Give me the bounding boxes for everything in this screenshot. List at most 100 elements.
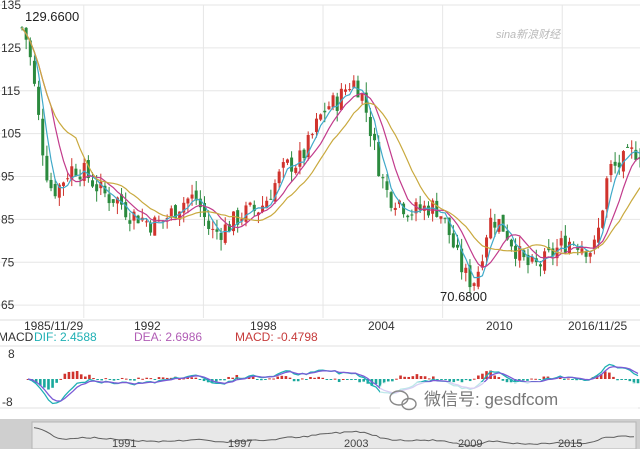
macd-histogram-bar — [301, 378, 304, 379]
candle-body — [269, 199, 272, 200]
macd-histogram-bar — [68, 372, 71, 379]
candle-body — [456, 245, 459, 248]
macd-histogram-bar — [59, 379, 62, 380]
macd-histogram-bar — [526, 379, 529, 381]
candle-body — [390, 192, 393, 208]
macd-histogram-bar — [276, 377, 279, 379]
macd-histogram-bar — [534, 379, 537, 380]
macd-histogram-bar — [571, 379, 574, 380]
macd-histogram-bar — [313, 378, 316, 379]
macd-histogram-bar — [141, 379, 144, 380]
candle-body — [514, 246, 517, 259]
macd-histogram-bar — [80, 374, 83, 379]
macd-histogram-bar — [399, 376, 402, 379]
candle-body — [394, 208, 397, 210]
macd-histogram-bar — [289, 378, 292, 379]
macd-histogram-bar — [346, 379, 349, 380]
moving-averages — [22, 28, 640, 278]
macd-histogram-bar — [342, 379, 345, 380]
candle-body — [510, 240, 513, 247]
candle-body — [128, 220, 131, 224]
macd-histogram-bar — [125, 379, 128, 380]
y-tick-label: 75 — [1, 255, 15, 269]
candle-body — [319, 114, 322, 119]
macd-histogram-bar — [129, 379, 132, 380]
candle-body — [33, 61, 36, 84]
macd-histogram-bar — [92, 378, 95, 379]
macd-histogram-bar — [264, 379, 267, 380]
macd-histogram-bar — [150, 378, 153, 379]
macd-histogram-bar — [223, 379, 226, 380]
macd-histogram-bar — [444, 379, 447, 380]
navigator-tick-label: 1997 — [228, 438, 252, 449]
candle-body — [605, 178, 608, 209]
candle-body — [609, 164, 612, 175]
candle-body — [626, 147, 629, 148]
macd-histogram-bar — [420, 376, 423, 379]
macd-title: MACD — [0, 330, 34, 344]
macd-histogram-bar — [358, 379, 361, 382]
candle-body — [589, 253, 592, 257]
macd-histogram-bar — [227, 377, 230, 379]
candle-body — [344, 89, 347, 91]
macd-histogram-bar — [88, 375, 91, 379]
macd-histogram-bar — [469, 379, 472, 381]
candle-body — [303, 150, 306, 158]
macd-histogram-bar — [162, 377, 165, 379]
macd-histogram-bar — [297, 379, 300, 381]
candle-body — [54, 184, 57, 196]
macd-histogram-bar — [100, 379, 103, 380]
macd-histogram-bar — [448, 379, 451, 381]
macd-histogram-bar — [260, 379, 263, 380]
sina-watermark: sina新浪财经 — [496, 28, 561, 41]
candles — [21, 26, 640, 293]
macd-tick: 8 — [8, 347, 15, 361]
macd-histogram-bar — [195, 378, 198, 379]
macd-histogram-bar — [154, 379, 157, 380]
macd-histogram-bar — [428, 378, 431, 379]
candle-body — [79, 177, 82, 180]
candle-body — [439, 216, 442, 219]
macd-histogram-bar — [530, 379, 533, 380]
macd-histogram-bar — [465, 379, 468, 380]
candle-body — [564, 236, 567, 253]
candle-body — [464, 268, 467, 273]
macd-histogram-bar — [117, 379, 120, 380]
macd-histogram-bar — [281, 376, 284, 379]
macd-histogram-bar — [477, 376, 480, 379]
macd-histogram-bar — [219, 379, 222, 380]
macd-histogram-bar — [321, 378, 324, 379]
macd-histogram-bar — [256, 379, 259, 380]
candle-body — [332, 95, 335, 107]
candle-body — [373, 134, 376, 140]
candle-body — [410, 214, 413, 215]
macd-histogram-bar — [457, 379, 460, 381]
macd-histogram-bar — [502, 379, 505, 381]
macd-histogram-bar — [412, 376, 415, 379]
candle-body — [381, 177, 384, 178]
macd-histogram-bar — [285, 376, 288, 379]
candle-body — [630, 147, 633, 148]
candle-body — [452, 233, 455, 247]
candle-body — [108, 194, 111, 203]
macd-histogram-bar — [137, 378, 140, 379]
macd-histogram-bar — [416, 374, 419, 379]
candle-body — [50, 180, 53, 188]
macd-histogram-bar — [76, 371, 79, 379]
y-tick-label: 95 — [1, 170, 15, 184]
candle-body — [361, 94, 364, 101]
candle-body — [112, 199, 115, 203]
y-tick-label: 85 — [1, 212, 15, 226]
macd-histogram-bar — [166, 378, 169, 379]
candle-body — [62, 182, 65, 185]
macd-histogram-bar — [522, 379, 525, 380]
macd-histogram-bar — [350, 379, 353, 380]
macd-histogram-bar — [407, 377, 410, 379]
grid — [0, 5, 640, 320]
macd-histogram-bar — [620, 379, 623, 380]
macd-histogram-bar — [616, 379, 619, 380]
